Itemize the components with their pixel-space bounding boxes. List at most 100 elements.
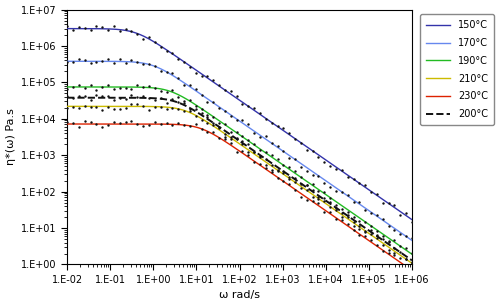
Point — [356, 180, 364, 185]
Point — [256, 161, 264, 166]
Point — [156, 69, 164, 74]
Point — [69, 27, 77, 32]
Point — [361, 230, 369, 235]
Point — [122, 60, 130, 65]
170°C — [264, 138, 270, 142]
Point — [98, 58, 106, 63]
Point — [63, 24, 71, 28]
Point — [356, 199, 364, 204]
Point — [402, 256, 410, 261]
210°C — [64, 105, 70, 108]
Point — [69, 59, 77, 64]
Point — [128, 58, 136, 63]
Point — [162, 70, 170, 75]
Point — [116, 57, 124, 62]
Point — [390, 228, 398, 233]
Point — [204, 115, 212, 120]
Point — [344, 210, 351, 215]
Point — [244, 103, 252, 108]
190°C — [326, 195, 332, 198]
Point — [285, 176, 293, 181]
Point — [198, 110, 205, 115]
Point — [332, 206, 340, 211]
Point — [262, 157, 270, 162]
Point — [280, 148, 287, 153]
Point — [373, 242, 381, 247]
Point — [134, 102, 141, 107]
Point — [314, 188, 322, 193]
Point — [186, 124, 194, 129]
Point — [326, 185, 334, 189]
Point — [168, 106, 176, 111]
230°C — [274, 175, 280, 178]
Point — [92, 24, 100, 29]
Point — [332, 188, 340, 193]
Point — [396, 232, 404, 237]
Point — [104, 83, 112, 88]
Point — [350, 220, 358, 225]
Point — [244, 152, 252, 157]
Point — [303, 182, 311, 187]
Point — [256, 155, 264, 160]
Point — [86, 60, 94, 65]
200°C — [326, 201, 332, 204]
Point — [162, 100, 170, 105]
Point — [104, 104, 112, 109]
Point — [285, 175, 293, 180]
Point — [297, 186, 305, 191]
200°C — [409, 259, 415, 262]
200°C — [64, 96, 70, 99]
Point — [373, 235, 381, 240]
Point — [63, 119, 71, 124]
Point — [308, 198, 316, 203]
Point — [238, 118, 246, 123]
Point — [63, 86, 71, 91]
Point — [350, 176, 358, 181]
Point — [250, 159, 258, 164]
Point — [192, 114, 200, 118]
Point — [268, 140, 276, 145]
Point — [373, 191, 381, 196]
210°C — [409, 261, 415, 265]
Point — [250, 150, 258, 155]
Point — [361, 233, 369, 238]
Point — [134, 60, 141, 65]
Point — [384, 200, 392, 205]
210°C — [264, 161, 270, 165]
Point — [361, 229, 369, 234]
Point — [344, 175, 351, 180]
Point — [110, 120, 118, 125]
Point — [274, 144, 281, 149]
200°C — [361, 225, 367, 229]
Point — [86, 120, 94, 125]
Point — [198, 118, 205, 122]
Point — [338, 211, 346, 216]
Point — [326, 205, 334, 210]
Point — [338, 207, 346, 211]
Point — [356, 226, 364, 231]
Point — [367, 232, 375, 237]
Point — [168, 123, 176, 128]
150°C — [326, 160, 332, 164]
Point — [151, 39, 159, 44]
Point — [92, 92, 100, 97]
Point — [338, 215, 346, 220]
Point — [256, 147, 264, 152]
Point — [134, 82, 141, 87]
Point — [92, 105, 100, 110]
Point — [390, 202, 398, 207]
Point — [244, 149, 252, 154]
Point — [308, 173, 316, 177]
Y-axis label: η*(ω) Pa.s: η*(ω) Pa.s — [6, 109, 16, 166]
Point — [186, 98, 194, 103]
150°C — [64, 27, 70, 30]
Point — [210, 122, 218, 127]
Point — [274, 156, 281, 161]
Point — [344, 193, 351, 198]
150°C — [409, 218, 415, 222]
210°C — [274, 168, 280, 171]
Point — [356, 232, 364, 237]
Point — [104, 57, 112, 62]
Point — [186, 83, 194, 88]
Point — [80, 103, 88, 108]
